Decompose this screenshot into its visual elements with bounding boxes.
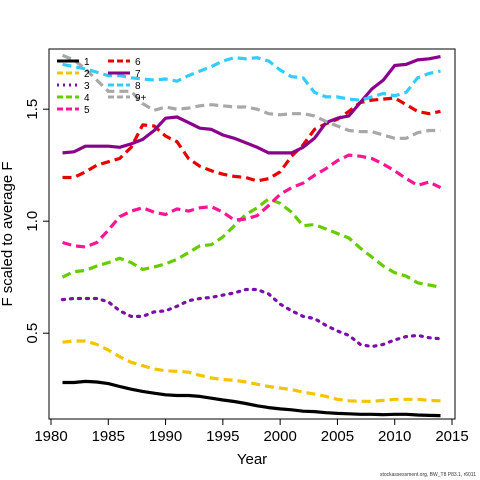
legend-label: 1 bbox=[84, 57, 90, 68]
x-axis: 1980 1985 1990 1995 2000 2005 2010 2015 bbox=[34, 418, 469, 445]
legend-label: 7 bbox=[135, 69, 141, 80]
series-line-9plus bbox=[61, 53, 441, 140]
y-axis-label: F scaled to average F bbox=[0, 161, 16, 306]
series-line-8 bbox=[62, 56, 441, 102]
x-tick-label: 2010 bbox=[378, 428, 411, 445]
series-layer bbox=[60, 53, 443, 418]
series-line-2 bbox=[62, 339, 441, 403]
legend-label: 9+ bbox=[135, 93, 147, 104]
legend-label: 3 bbox=[84, 81, 90, 92]
footer-note: stockassessment.org, BW_T8 P83.1, r6011 bbox=[379, 472, 476, 478]
x-tick-label: 1990 bbox=[149, 428, 182, 445]
series-line-6 bbox=[62, 96, 441, 183]
legend-label: 6 bbox=[135, 57, 141, 68]
y-tick-label: 0.5 bbox=[24, 323, 41, 344]
series-line-1 bbox=[62, 379, 441, 418]
x-tick-label: 1985 bbox=[92, 428, 125, 445]
legend-label: 5 bbox=[84, 105, 90, 116]
legend-label: 4 bbox=[84, 93, 90, 104]
x-tick-label: 2015 bbox=[435, 428, 468, 445]
series-line-7 bbox=[62, 55, 441, 155]
legend-label: 8 bbox=[135, 81, 141, 92]
series-line-4 bbox=[61, 197, 441, 289]
plot-frame bbox=[48, 48, 456, 420]
x-tick-label: 2000 bbox=[263, 428, 296, 445]
x-tick-label: 1980 bbox=[34, 428, 67, 445]
y-tick-label: 1.5 bbox=[24, 99, 41, 120]
y-axis: 0.5 1.0 1.5 bbox=[24, 99, 49, 344]
series-line-3 bbox=[60, 287, 443, 349]
legend-label: 2 bbox=[84, 69, 90, 80]
x-tick-label: 1995 bbox=[206, 428, 239, 445]
series-line-5 bbox=[62, 153, 442, 249]
y-tick-label: 1.0 bbox=[24, 211, 41, 232]
x-axis-label: Year bbox=[237, 451, 267, 468]
x-tick-label: 2005 bbox=[321, 428, 354, 445]
